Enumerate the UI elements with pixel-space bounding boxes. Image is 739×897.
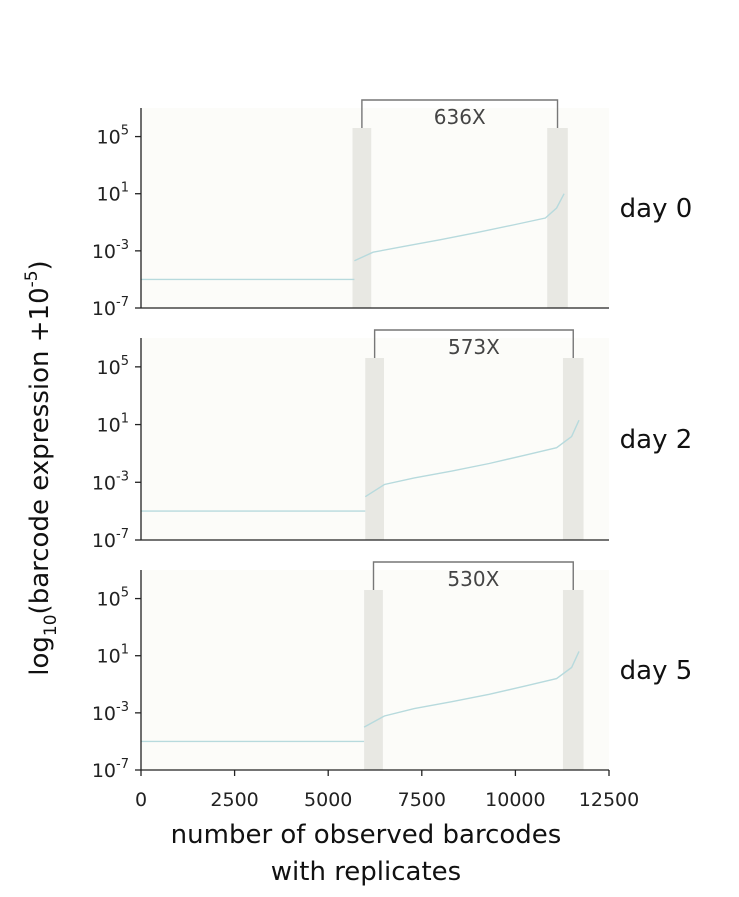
x-tick-label-4: 10000 [485, 789, 545, 811]
y-tick-label-3: 10-7 [92, 527, 129, 552]
x-axis-title-line-2: with replicates [271, 857, 461, 887]
highlight-band-1 [562, 590, 584, 770]
series-line-1 [363, 651, 580, 728]
x-tick-label-3: 7500 [398, 789, 446, 811]
y-tick-label-2: 10-3 [92, 469, 129, 494]
panel-1: 573X 105 101 10-3 10-7 day 2 [92, 329, 693, 552]
x-axis-title-line-1: number of observed barcodes [171, 820, 562, 850]
y-axis-title-subscript: 10 [41, 614, 61, 636]
y-axis-title-middle: (barcode expression +10 [25, 287, 55, 614]
panel-2: 530X 105 101 10-3 10-7 day 5 0 2500 5000 7500 1000… [92, 561, 693, 811]
highlight-band-0 [352, 128, 372, 308]
highlight-band-1 [547, 128, 568, 308]
fold-change-bracket [361, 99, 559, 128]
x-axis-title: number of observed barcodes with replica… [171, 820, 562, 887]
panel-day-label: day 2 [620, 425, 693, 455]
fold-change-label: 636X [434, 105, 486, 129]
panel-day-label: day 5 [620, 656, 693, 686]
y-tick-label-3: 10-7 [92, 757, 129, 782]
y-axis-title-superscript: -5 [22, 270, 42, 287]
y-tick-label-1: 101 [97, 412, 129, 437]
y-tick-label-3: 10-7 [92, 295, 129, 320]
x-tick-label-0: 0 [135, 789, 147, 811]
fold-change-bracket [372, 561, 574, 590]
highlight-band-0 [365, 358, 384, 540]
y-axis-title-prefix: log [25, 636, 55, 676]
fold-change-label: 530X [447, 567, 499, 591]
y-tick-label-0: 105 [97, 586, 129, 611]
fold-change-label: 573X [448, 335, 500, 359]
y-tick-label-2: 10-3 [92, 238, 129, 263]
panel-0: 636X 105 101 10-3 10-7 day 0 [92, 99, 693, 320]
series-line-1 [354, 193, 565, 262]
y-tick-label-2: 10-3 [92, 700, 129, 725]
panel-day-label: day 0 [620, 194, 693, 224]
x-tick-label-5: 12500 [579, 789, 639, 811]
y-tick-label-1: 101 [97, 181, 129, 206]
y-axis-title-suffix: ) [25, 260, 55, 270]
highlight-band-1 [562, 358, 584, 540]
series-line-1 [364, 419, 580, 498]
plot-area [141, 108, 609, 308]
y-axis-title: log10(barcode expression +10-5) [22, 260, 61, 675]
x-tick-label-1: 2500 [210, 789, 258, 811]
y-tick-label-0: 105 [97, 124, 129, 149]
highlight-band-0 [364, 590, 383, 770]
panels-group: 636X 105 101 10-3 10-7 day 0 573X 105 101 10-3 10-… [92, 99, 693, 811]
y-tick-label-0: 105 [97, 354, 129, 379]
x-tick-label-2: 5000 [304, 789, 352, 811]
fold-change-bracket [373, 329, 574, 358]
y-tick-label-1: 101 [97, 643, 129, 668]
